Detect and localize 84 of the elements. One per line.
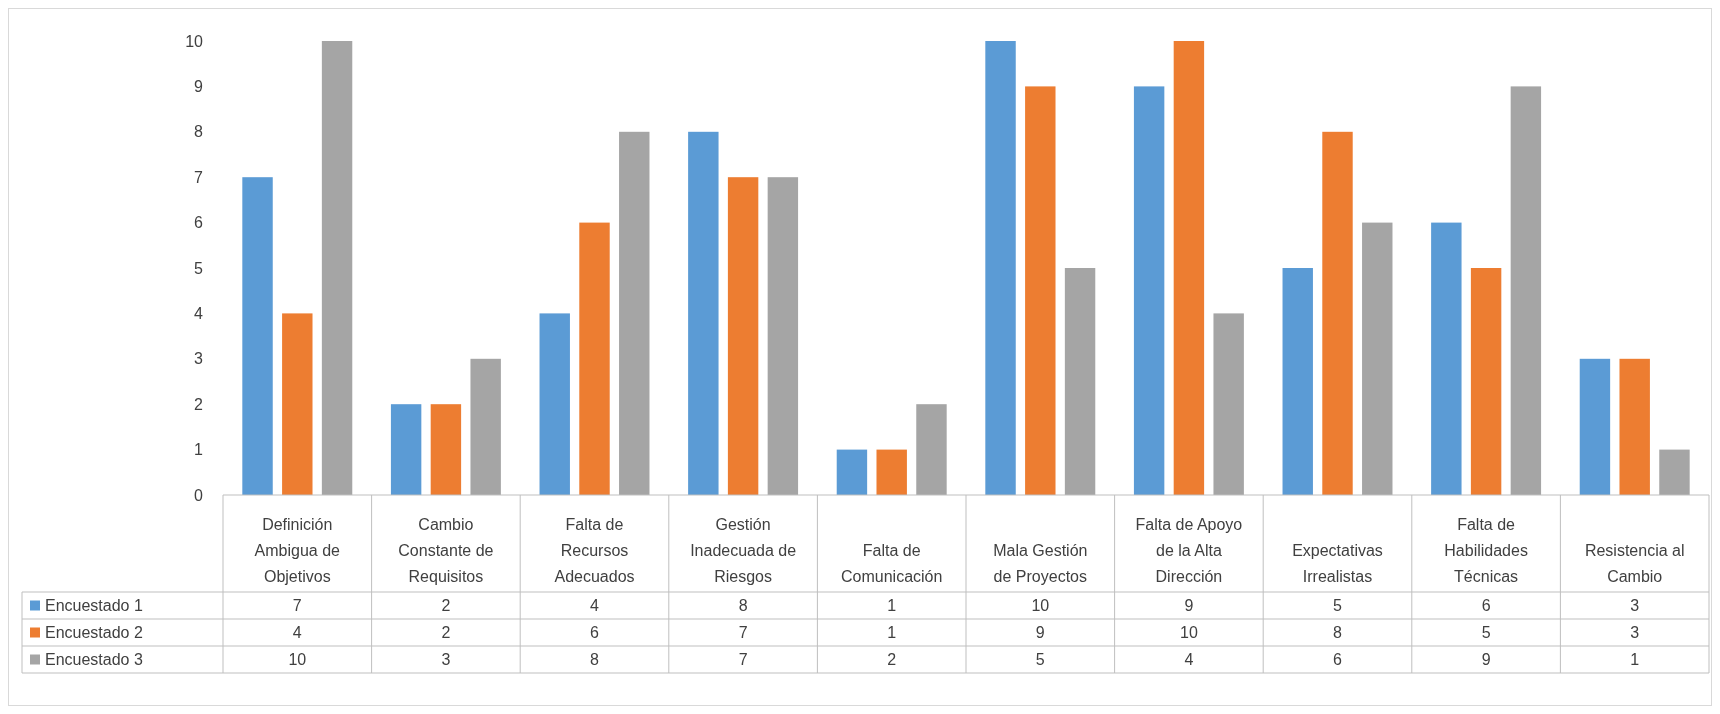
data-label: 2: [441, 624, 451, 642]
data-label: 10: [1180, 624, 1198, 642]
data-label: 6: [1333, 651, 1343, 669]
data-label: 4: [590, 597, 600, 615]
bar: [282, 313, 313, 495]
bar: [1025, 86, 1056, 495]
data-label: 1: [887, 597, 897, 615]
legend-label: Encuestado 1: [45, 597, 143, 615]
bar: [1322, 131, 1353, 495]
data-label: 5: [1035, 651, 1045, 669]
data-label: 6: [1481, 597, 1491, 615]
bar: [1213, 313, 1244, 495]
y-tick-label: 10: [185, 32, 204, 50]
y-tick-label: 9: [194, 78, 204, 95]
bar: [876, 449, 907, 495]
data-label: 5: [1481, 624, 1491, 642]
data-label: 10: [288, 651, 307, 669]
bar: [1064, 268, 1096, 495]
x-tick-label: Falta de Apoyo de la Alta Dirección: [1135, 516, 1243, 585]
bar: [539, 313, 570, 495]
y-tick-label: 6: [194, 214, 204, 232]
data-label: 9: [1035, 624, 1045, 642]
data-label: 3: [1630, 624, 1640, 642]
bar: [688, 131, 719, 495]
data-label: 4: [292, 624, 302, 642]
y-tick-label: 7: [194, 168, 204, 186]
data-label: 8: [738, 597, 748, 615]
data-label: 1: [1630, 651, 1640, 669]
bar: [836, 449, 868, 495]
bar: [1173, 41, 1205, 495]
data-label: 7: [292, 597, 302, 615]
bar: [619, 131, 650, 495]
data-label: 2: [887, 651, 897, 669]
data-label: 9: [1184, 597, 1194, 615]
bar: [727, 177, 759, 495]
x-tick-label: Mala Gestión de Proyectos: [993, 542, 1088, 585]
x-tick-label: Falta de Recursos Adecuados: [554, 516, 635, 585]
legend-label: Encuestado 2: [45, 624, 143, 642]
bar: [430, 404, 462, 495]
data-label: 7: [738, 651, 748, 669]
data-label: 1: [887, 624, 897, 642]
bar: [1470, 268, 1502, 495]
bar: [1659, 449, 1690, 495]
y-tick-label: 0: [194, 486, 204, 504]
bar: [1579, 358, 1611, 495]
data-label: 3: [441, 651, 451, 669]
x-tick-label: Cambio Constante de Requisitos: [398, 516, 494, 585]
y-tick-label: 4: [194, 305, 204, 322]
x-tick-label: Gestión Inadecuada de Riesgos: [690, 516, 797, 585]
y-tick-label: 8: [194, 123, 204, 141]
data-label: 4: [1184, 651, 1194, 669]
data-label: 7: [738, 624, 748, 642]
bar: [1282, 268, 1313, 495]
x-tick-label: Expectativas Irrealistas: [1292, 542, 1383, 585]
data-label: 8: [1333, 624, 1343, 642]
bar: [916, 404, 947, 495]
bar: [579, 222, 610, 495]
y-tick-label: 2: [194, 395, 204, 413]
y-tick-label: 1: [194, 441, 204, 459]
bar: [985, 41, 1016, 495]
x-tick-label: Resistencia al Cambio: [1584, 542, 1685, 585]
legend-label: Encuestado 3: [45, 651, 143, 669]
data-label: 8: [590, 651, 600, 669]
x-tick-label: Falta de Habilidades Técnicas: [1444, 516, 1528, 585]
bar: [1619, 358, 1650, 495]
data-label: 5: [1333, 597, 1343, 615]
bar: [1431, 222, 1462, 495]
bar: [1133, 86, 1165, 495]
data-label: 9: [1481, 651, 1491, 669]
bar: [1362, 222, 1393, 495]
bar: [470, 358, 501, 495]
bar: [767, 177, 799, 495]
data-label: 2: [441, 597, 451, 615]
x-tick-label: Definición Ambigua de Objetivos: [254, 516, 341, 585]
data-label: 10: [1031, 597, 1050, 615]
data-label: 6: [590, 624, 600, 642]
data-label: 3: [1630, 597, 1640, 615]
x-tick-label: Falta de Comunicación: [841, 542, 943, 585]
bar: [242, 177, 273, 495]
y-tick-label: 5: [194, 259, 204, 277]
bar: [1510, 86, 1542, 495]
y-tick-label: 3: [194, 350, 204, 368]
bar: [321, 41, 353, 495]
bar: [390, 404, 422, 495]
